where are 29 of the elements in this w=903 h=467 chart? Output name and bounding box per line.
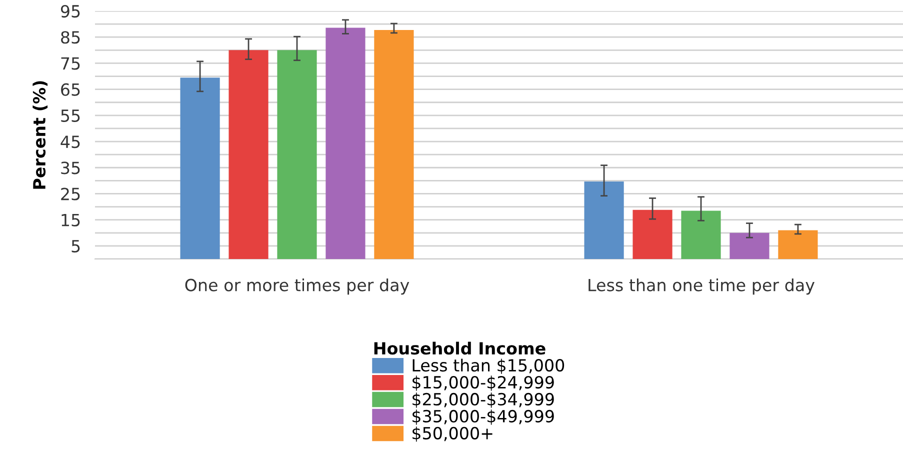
bar (374, 30, 414, 259)
y-tick-label: 35 (61, 162, 80, 174)
y-tick-label: 45 (60, 136, 80, 148)
bar (778, 230, 818, 259)
y-axis-title: Percent (%) (32, 81, 48, 189)
x-tick-label: Less than one time per day (588, 278, 814, 295)
y-tick-label: 55 (61, 110, 80, 122)
bar (584, 181, 624, 259)
bar (730, 232, 770, 259)
legend-label: $15,000-$24,999 (412, 376, 554, 391)
legend-label: Less than $15,000 (412, 358, 564, 374)
x-tick-label: One or more times per day (185, 278, 410, 295)
legend-title: Household Income (374, 342, 546, 355)
legend-label: $50,000+ (412, 426, 492, 442)
y-tick-label: 25 (61, 188, 80, 200)
bar (326, 28, 366, 259)
y-tick-label: 75 (61, 57, 80, 70)
bar (681, 210, 721, 259)
y-tick-label: 85 (61, 31, 80, 44)
bar (632, 210, 672, 259)
y-tick-label: 5 (72, 240, 80, 253)
y-tick-label: 15 (62, 214, 80, 226)
y-tick-label: 65 (61, 83, 80, 96)
legend-label: $25,000-$34,999 (412, 392, 554, 408)
bar (228, 50, 268, 259)
bar (277, 50, 317, 259)
legend-label: $35,000-$49,999 (412, 410, 554, 425)
y-tick-label: 95 (60, 4, 80, 18)
bar (180, 78, 220, 259)
